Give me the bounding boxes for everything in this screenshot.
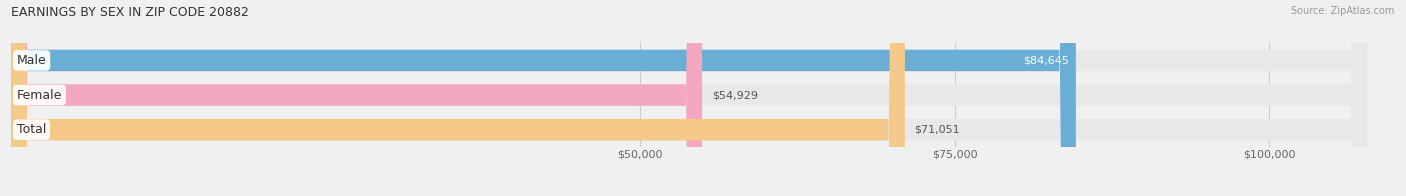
FancyBboxPatch shape <box>11 0 1367 196</box>
Text: Female: Female <box>17 89 62 102</box>
FancyBboxPatch shape <box>11 0 702 196</box>
Text: Male: Male <box>17 54 46 67</box>
Text: $54,929: $54,929 <box>711 90 758 100</box>
FancyBboxPatch shape <box>11 0 1076 196</box>
Text: EARNINGS BY SEX IN ZIP CODE 20882: EARNINGS BY SEX IN ZIP CODE 20882 <box>11 6 249 19</box>
FancyBboxPatch shape <box>11 0 1367 196</box>
Text: Total: Total <box>17 123 46 136</box>
FancyBboxPatch shape <box>11 0 1367 196</box>
Text: $84,645: $84,645 <box>1024 55 1069 65</box>
Text: Source: ZipAtlas.com: Source: ZipAtlas.com <box>1291 6 1395 16</box>
FancyBboxPatch shape <box>11 0 905 196</box>
Text: $71,051: $71,051 <box>914 125 960 135</box>
